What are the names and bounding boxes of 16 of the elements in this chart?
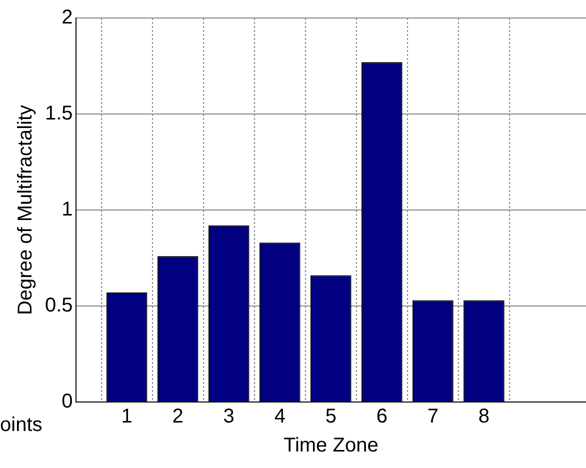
y-tick-label: 1: [62, 198, 73, 221]
y-tick-label: 2: [62, 6, 73, 29]
x-tick-label: 8: [478, 406, 490, 428]
y-tick-label: 1.5: [44, 102, 73, 125]
y-tick-label: 0.5: [44, 294, 73, 317]
text: oints: [0, 414, 42, 437]
y-tick-label: 0: [62, 390, 73, 413]
x-tick-label: 5: [325, 406, 336, 428]
y-axis-title: Degree of Multifractality: [14, 104, 37, 316]
x-tick-label: 4: [274, 406, 286, 428]
x-tick-label: 1: [121, 406, 132, 428]
x-tick-label: 3: [223, 406, 234, 428]
x-tick-label: 7: [427, 406, 439, 428]
x-tick-label: 6: [376, 406, 388, 428]
x-axis-title: Time Zone: [283, 434, 378, 457]
x-tick-label: 2: [172, 406, 184, 428]
